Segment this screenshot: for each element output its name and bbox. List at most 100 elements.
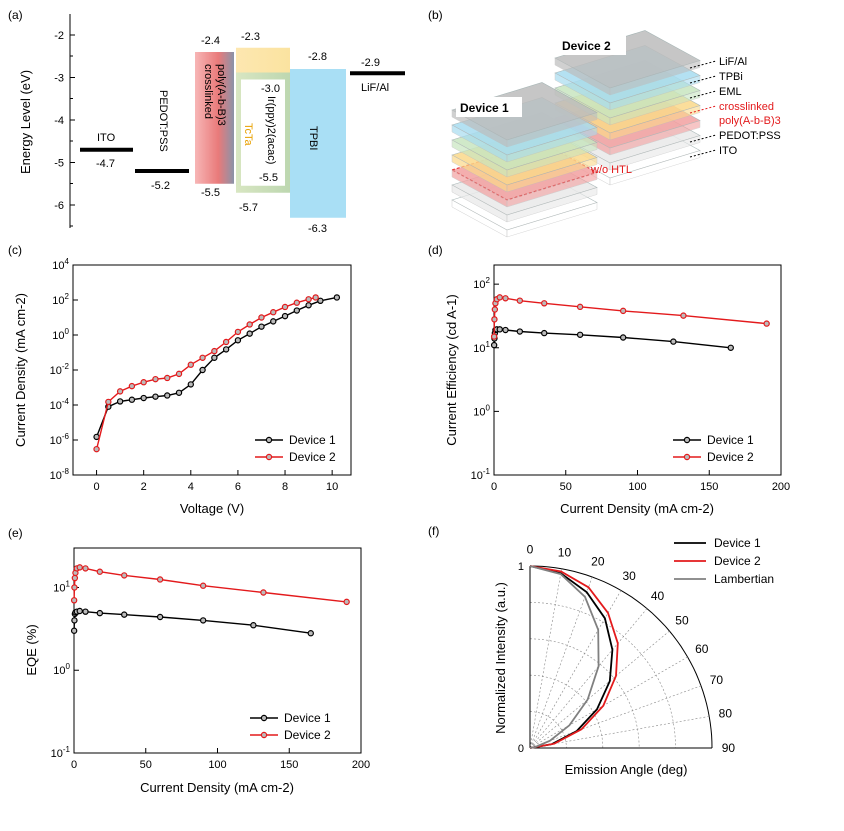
e-series-0-point-6 <box>82 608 89 615</box>
e-series-0-point-9 <box>156 613 164 621</box>
c-legend-marker-0 <box>265 436 273 444</box>
c-legend-label-1: Device 2 <box>289 450 336 464</box>
d-series-1-point-1 <box>491 316 498 323</box>
e-series-0-point-5 <box>76 607 83 615</box>
c-series-0-point-6 <box>164 392 171 399</box>
plot-e-series <box>70 564 350 637</box>
device-2-title: Device 2 <box>562 39 611 53</box>
c-x-tick-label-2: 4 <box>188 481 194 493</box>
c-series-0-point-5 <box>152 393 159 400</box>
c-x-tick-label-3: 6 <box>235 481 241 493</box>
device-2-title-bg <box>556 35 626 55</box>
e-series-0-point-11 <box>250 622 257 629</box>
d-series-1-line <box>493 296 767 337</box>
crosslinked-layer-block <box>195 52 234 184</box>
e-legend-label-1: Device 2 <box>284 728 331 742</box>
tpbi-layer-block <box>290 69 346 218</box>
e-series-1-point-7 <box>96 568 104 575</box>
d-legend-marker-0 <box>683 436 691 444</box>
e-x-tick-label-3: 150 <box>280 759 298 771</box>
c-y-tick-label-2-base: 10 <box>50 400 62 412</box>
device1-layer-pedot-right <box>506 187 598 223</box>
c-series-0-point-7 <box>175 389 183 396</box>
leader-3 <box>689 105 717 114</box>
plot-e-legend: Device 1 Device 2 <box>250 711 331 742</box>
e-series-1-point-6 <box>82 565 89 572</box>
c-series-0-point-16 <box>281 312 289 320</box>
polar-xlabel: Emission Angle (deg) <box>565 762 688 777</box>
layer-eml: EML <box>719 86 742 98</box>
c-series-0-point-3 <box>128 396 136 403</box>
c-series-1-point-15 <box>270 309 277 316</box>
d-series-0-point-5 <box>496 326 503 333</box>
panel-label-a: (a) <box>8 8 23 22</box>
c-x-tick-label-5: 10 <box>326 481 338 493</box>
d-series-1-point-11 <box>680 312 687 319</box>
c-series-0-line <box>95 296 338 438</box>
tpbi-name: TPBI <box>307 126 319 150</box>
d-legend-label-0: Device 1 <box>707 433 754 447</box>
polar-angle-label-3: 30 <box>623 569 637 583</box>
plot-e-xlabel: Current Density (mA cm-2) <box>140 780 294 795</box>
d-series-0-point-9 <box>576 331 584 338</box>
c-y-tick-label-2-exp: -4 <box>62 397 70 406</box>
c-series-1-point-4 <box>140 379 147 386</box>
layer-poly: poly(A-b-B)3 <box>719 115 781 127</box>
tpbi-homo: -6.3 <box>308 223 327 235</box>
layer-ito: ITO <box>719 145 738 157</box>
leader-0 <box>689 60 717 69</box>
e-series-1-line <box>73 566 347 603</box>
c-x-tick-label-4: 8 <box>282 481 288 493</box>
e-series-1-point-12 <box>343 598 350 606</box>
band-y-ticks: -2 -3 -4 -5 -6 <box>54 30 75 227</box>
c-series-0-point-9 <box>199 366 206 374</box>
c-y-tick-label-3-exp: -2 <box>62 362 70 371</box>
c-series-1-point-14 <box>258 314 265 321</box>
c-series-0-point-20 <box>333 294 341 301</box>
panel-label-f: (f) <box>428 524 439 538</box>
c-series-1-point-5 <box>152 375 159 383</box>
leader-2 <box>689 90 717 99</box>
polar-ring-1 <box>530 674 604 748</box>
e-series-0-line <box>73 610 311 634</box>
c-y-tick-label-5-base: 10 <box>52 295 64 307</box>
c-series-1-point-1 <box>105 398 112 406</box>
plot-d-legend: Device 1 Device 2 <box>673 433 754 464</box>
c-series-1-line <box>95 296 316 450</box>
plot-c-ylabel: Current Density (mA cm-2) <box>13 293 28 447</box>
device2-layer-eml-right <box>609 105 701 141</box>
d-legend-label-1: Device 2 <box>707 450 754 464</box>
device1-layer-wo-htl-right <box>506 172 598 208</box>
device1-layer-tpbi-right <box>506 142 598 178</box>
e-series-0-point-0 <box>70 627 78 634</box>
d-series-0-point-8 <box>541 329 548 337</box>
e-y-tick-label-1-base: 10 <box>53 665 65 677</box>
d-y-tick-label-0: 10-1 <box>471 467 491 482</box>
d-series-1-point-5 <box>496 294 503 301</box>
c-y-tick-label-0: 10-8 <box>50 467 70 482</box>
band-y-tick-label-2: -4 <box>54 115 64 127</box>
d-y-tick-label-0-exp: -1 <box>483 467 491 476</box>
polar-angle-label-2: 20 <box>591 555 605 569</box>
device2-layer-pedot-right <box>609 135 701 171</box>
c-series-0-point-15 <box>270 318 277 325</box>
device2-layer-ito-right <box>609 150 701 186</box>
c-series-0-point-0 <box>93 433 100 441</box>
polar-ring-0 <box>530 711 567 748</box>
c-series-0-point-13 <box>246 330 253 337</box>
eml-name: Ir(ppy)2(acac) <box>265 96 277 164</box>
e-x-tick-label-2: 100 <box>208 759 226 771</box>
plot-d-ylabel: Current Efficiency (cd A-1) <box>444 294 459 445</box>
polar-r-tick-1: 1 <box>518 561 524 573</box>
device-1-title-bg <box>456 97 522 117</box>
band-y-tick-label-1: -3 <box>54 73 64 85</box>
panel-label-b: (b) <box>428 8 443 22</box>
e-series-1-point-8 <box>121 572 128 579</box>
cross-homo: -5.5 <box>201 187 220 199</box>
eml-homo: -5.5 <box>259 172 278 184</box>
d-y-tick-label-2: 101 <box>473 340 490 355</box>
